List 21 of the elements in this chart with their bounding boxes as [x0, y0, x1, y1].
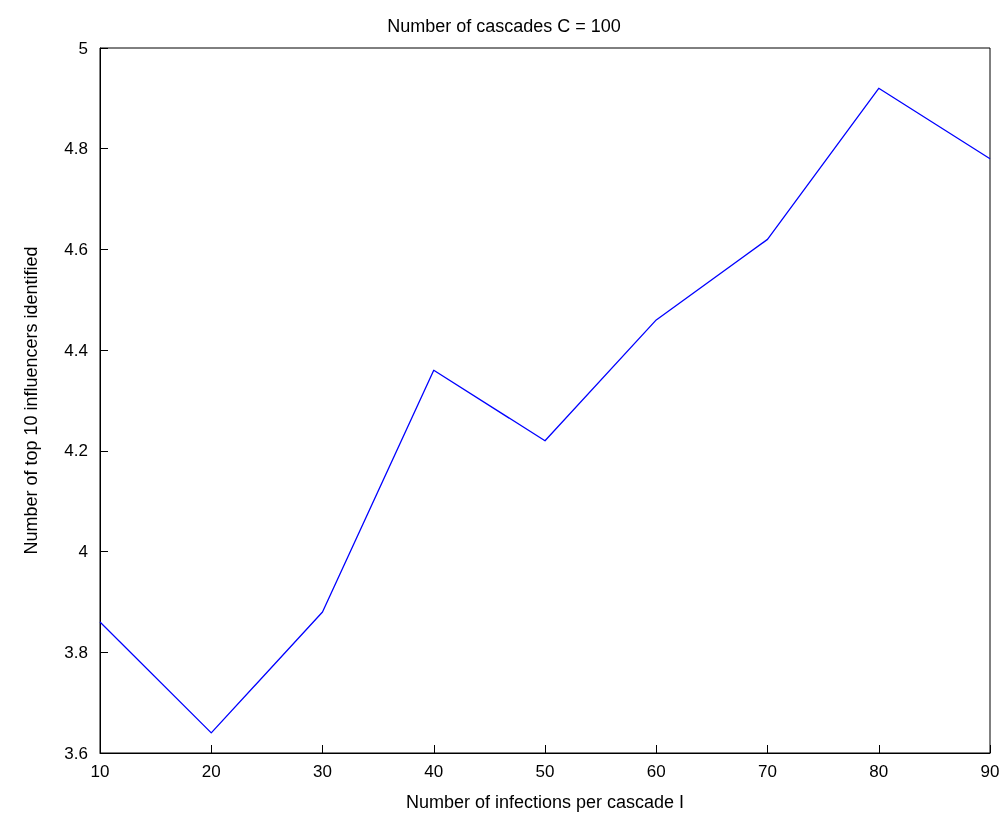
x-tick-label: 80	[869, 762, 889, 781]
x-tick-label: 60	[646, 762, 666, 781]
y-axis-title: Number of top 10 influencers identified	[21, 246, 41, 555]
line-series	[99, 87, 991, 734]
x-tick-label: 50	[535, 762, 555, 781]
chart-title: Number of cascades C = 100	[387, 16, 621, 36]
y-tick-label: 4.4	[64, 340, 88, 360]
x-tick-label: 30	[313, 762, 332, 781]
y-tick-label: 4	[78, 542, 88, 562]
x-tick-label: 40	[424, 762, 444, 781]
y-tick-label: 3.8	[64, 642, 88, 662]
x-axis-title: Number of infections per cascade I	[405, 792, 685, 812]
y-tick-label: 4.8	[64, 139, 88, 159]
y-tick-label: 3.6	[64, 743, 88, 763]
x-tick-label: 10	[90, 762, 110, 781]
y-tick-label: 4.6	[64, 239, 88, 259]
x-tick-label: 70	[758, 762, 777, 781]
y-tick-label: 5	[78, 38, 88, 58]
x-tick-label: 20	[201, 762, 221, 781]
x-tick-label: 90	[980, 762, 1000, 781]
y-tick-label: 4.2	[64, 441, 88, 461]
